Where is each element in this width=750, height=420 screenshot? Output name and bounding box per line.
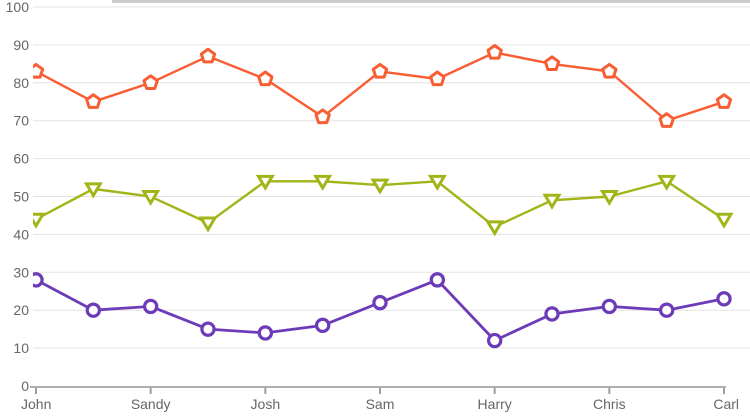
circle-marker[interactable] xyxy=(142,298,159,315)
x-axis-label: Sam xyxy=(366,396,395,412)
x-axis-label: Carl xyxy=(713,396,739,412)
triangle-down-marker[interactable] xyxy=(599,190,619,207)
circle-marker[interactable] xyxy=(716,291,732,307)
pentagon-marker[interactable] xyxy=(486,43,503,60)
y-axis-label: 100 xyxy=(6,0,30,15)
pentagon-marker[interactable] xyxy=(199,47,217,64)
pentagon-marker[interactable] xyxy=(429,70,446,87)
y-axis-label: 50 xyxy=(13,189,29,205)
orange-pentagon-series-line xyxy=(35,51,725,123)
circle-marker[interactable] xyxy=(658,302,675,318)
pentagon-marker[interactable] xyxy=(257,70,274,87)
x-axis-label: Harry xyxy=(478,396,512,412)
y-axis-label: 60 xyxy=(13,151,29,167)
green-triangle-series xyxy=(29,174,734,237)
y-axis-label: 0 xyxy=(21,378,29,394)
circle-marker[interactable] xyxy=(429,272,446,288)
circle-marker[interactable] xyxy=(257,325,274,341)
circle-marker[interactable] xyxy=(200,321,216,337)
pentagon-marker[interactable] xyxy=(658,112,675,128)
triangle-down-marker[interactable] xyxy=(141,190,161,207)
triangle-down-marker[interactable] xyxy=(714,212,734,229)
y-axis-label: 90 xyxy=(13,37,29,53)
pentagon-marker[interactable] xyxy=(142,74,159,90)
triangle-down-marker[interactable] xyxy=(29,212,46,229)
triangle-down-marker[interactable] xyxy=(427,174,447,191)
pentagon-marker[interactable] xyxy=(543,55,561,72)
pentagon-marker[interactable] xyxy=(601,62,618,79)
circle-marker[interactable] xyxy=(85,302,102,318)
triangle-down-marker[interactable] xyxy=(255,174,275,191)
triangle-down-marker[interactable] xyxy=(542,193,562,210)
x-axis-label: Chris xyxy=(593,396,626,412)
orange-pentagon-series xyxy=(29,43,733,128)
triangle-down-marker[interactable] xyxy=(370,178,390,195)
triangle-down-marker[interactable] xyxy=(485,220,505,237)
pentagon-marker[interactable] xyxy=(85,93,102,109)
y-axis-label: 30 xyxy=(13,264,29,280)
x-axis-label: John xyxy=(21,396,51,412)
x-axis-label: Josh xyxy=(251,396,281,412)
circle-marker[interactable] xyxy=(314,317,331,334)
top-scrollbar[interactable] xyxy=(112,0,750,3)
triangle-down-marker[interactable] xyxy=(313,174,333,191)
circle-marker[interactable] xyxy=(486,332,503,349)
triangle-down-marker[interactable] xyxy=(83,182,103,199)
y-axis-label: 70 xyxy=(13,113,29,129)
circle-marker[interactable] xyxy=(544,306,560,322)
y-axis-label: 80 xyxy=(13,75,29,91)
y-axis-label: 40 xyxy=(13,226,29,242)
circle-marker[interactable] xyxy=(30,272,44,288)
circle-marker[interactable] xyxy=(601,298,618,315)
pentagon-marker[interactable] xyxy=(314,108,331,125)
pentagon-marker[interactable] xyxy=(371,62,389,79)
y-axis-label: 20 xyxy=(13,302,29,318)
x-axis-label: Sandy xyxy=(131,396,171,412)
triangle-down-marker[interactable] xyxy=(198,216,218,233)
triangle-down-marker[interactable] xyxy=(657,174,677,191)
circle-marker[interactable] xyxy=(372,294,388,311)
purple-circle-series xyxy=(30,272,732,349)
y-axis-label: 10 xyxy=(13,340,29,356)
pentagon-marker[interactable] xyxy=(29,62,45,79)
pentagon-marker[interactable] xyxy=(715,93,733,109)
